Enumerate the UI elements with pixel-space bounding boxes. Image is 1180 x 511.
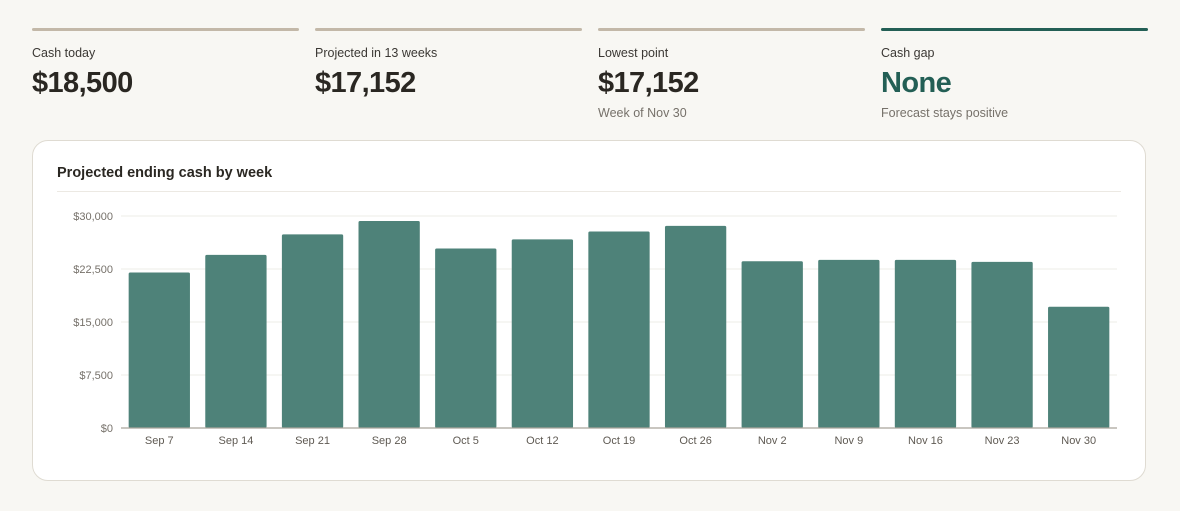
stat-cash-gap: Cash gap None Forecast stays positive <box>881 28 1148 120</box>
bar <box>741 261 803 428</box>
x-tick-label: Nov 30 <box>1061 435 1096 447</box>
stat-label: Projected in 13 weeks <box>315 46 438 60</box>
stat-value: $18,500 <box>32 67 133 99</box>
x-tick-label: Sep 7 <box>145 435 174 447</box>
x-tick-label: Nov 16 <box>908 435 943 447</box>
card-divider <box>57 191 1121 192</box>
stat-rule <box>598 28 865 31</box>
bar <box>588 231 650 428</box>
bar <box>281 234 344 428</box>
bar <box>1048 306 1110 428</box>
chart-card: Projected ending cash by week $0 $7,500 $1… <box>32 140 1146 481</box>
stat-lowest-point: Lowest point $17,152 Week of Nov 30 <box>598 28 865 120</box>
x-tick-label: Nov 9 <box>834 435 863 447</box>
x-tick-label: Sep 21 <box>295 435 330 447</box>
stat-rule <box>315 28 582 31</box>
x-tick-label: Oct 5 <box>453 435 479 447</box>
chart-title: Projected ending cash by week <box>57 165 273 181</box>
bar <box>128 272 190 428</box>
stat-value: $17,152 <box>598 67 699 99</box>
stat-rule <box>881 28 1148 31</box>
stat-label: Lowest point <box>598 46 669 60</box>
bar <box>894 259 957 428</box>
y-tick-label: $30,000 <box>73 211 113 223</box>
y-tick-label: $0 <box>101 423 113 435</box>
stat-value: None <box>881 67 952 99</box>
bar <box>435 248 497 428</box>
y-tick-label: $15,000 <box>73 317 113 329</box>
y-tick-label: $22,500 <box>73 264 113 276</box>
stat-label: Cash gap <box>881 46 935 60</box>
stat-label: Cash today <box>32 46 96 60</box>
stat-rule <box>32 28 299 31</box>
y-tick-label: $7,500 <box>79 370 113 382</box>
x-tick-label: Oct 12 <box>526 435 558 447</box>
x-tick-label: Oct 19 <box>603 435 635 447</box>
stat-projected: Projected in 13 weeks $17,152 <box>315 28 582 100</box>
stat-cash-today: Cash today $18,500 <box>32 28 299 100</box>
bar <box>818 259 880 428</box>
x-tick-label: Sep 28 <box>372 435 407 447</box>
bar-chart: $0 $7,500 $15,000 $22,500 $30,000 Sep 7 Sep 14… <box>73 211 1117 447</box>
stat-subtext: Week of Nov 30 <box>598 106 687 120</box>
summary-stats: Cash today $18,500 Projected in 13 weeks… <box>32 28 1148 128</box>
stat-subtext: Forecast stays positive <box>881 106 1009 120</box>
bar <box>664 225 727 428</box>
bar <box>205 254 267 428</box>
x-tick-label: Sep 14 <box>218 435 253 447</box>
stat-value: $17,152 <box>315 67 416 99</box>
bar <box>358 220 420 428</box>
x-tick-label: Nov 2 <box>758 435 787 447</box>
x-tick-label: Oct 26 <box>679 435 711 447</box>
bar <box>511 239 574 428</box>
x-tick-label: Nov 23 <box>985 435 1020 447</box>
bar <box>971 261 1033 428</box>
